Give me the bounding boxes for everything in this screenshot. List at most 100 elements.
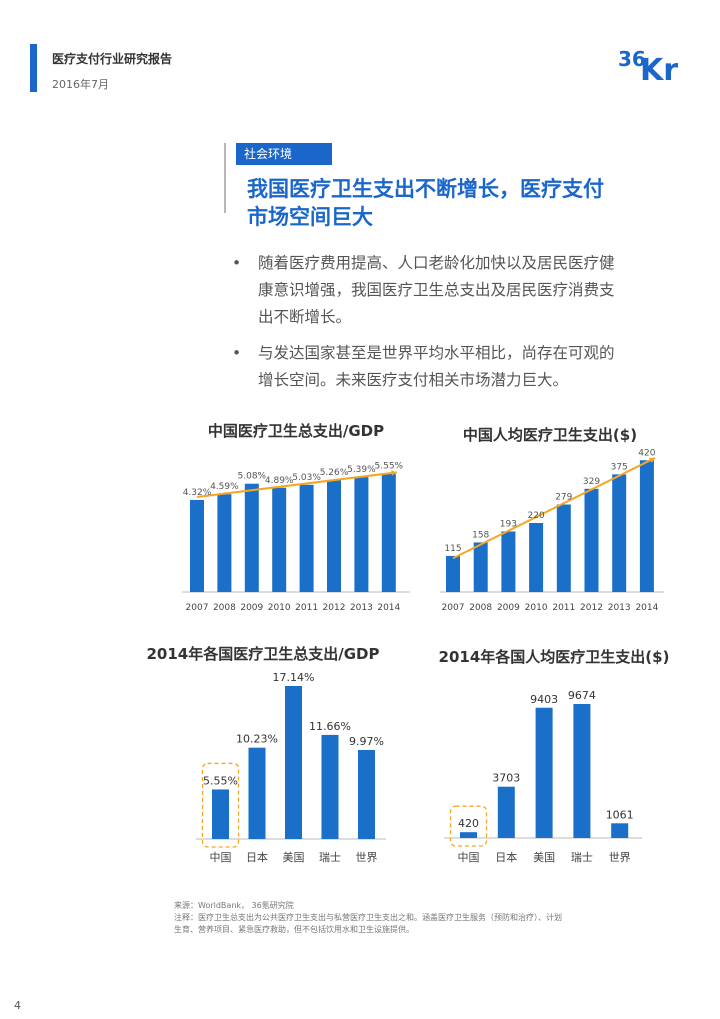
- bar-2012: [327, 479, 341, 592]
- bar-2009: [244, 483, 259, 592]
- note-line-1: 注释：医疗卫生总支出为公共医疗卫生支出与私营医疗卫生支出之和。涵盖医疗卫生服务（…: [174, 913, 562, 922]
- tick-label: 2008: [469, 603, 492, 613]
- data-label: 4.59%: [210, 482, 239, 492]
- bar-2007: [190, 499, 204, 592]
- bullet-line: 与发达国家甚至是世界平均水平相比，尚存在可观的: [258, 344, 615, 362]
- tick-label: 2014: [377, 603, 400, 613]
- data-label: 9674: [568, 689, 596, 702]
- trend-line: [196, 471, 397, 498]
- highlight-box: [449, 805, 488, 847]
- tick-label: 2010: [268, 603, 291, 613]
- data-label: 279: [555, 492, 572, 502]
- data-label: 11.66%: [309, 720, 351, 733]
- data-label: 5.26%: [320, 468, 349, 478]
- logo-text-kr: Kr: [640, 53, 678, 84]
- note-line-2: 生育、营养项目、紧急医疗救助，但不包括饮用水和卫生设施提供。: [174, 925, 414, 934]
- bar-2007: [446, 555, 460, 592]
- bar-美国: [285, 686, 302, 839]
- bullet-item-1: • 随着医疗费用提高、人口老龄化加快以及居民医疗健 康意识增强，我国医疗卫生总支…: [232, 250, 672, 331]
- report-date: 2016年7月: [52, 78, 109, 91]
- section-title-line2: 市场空间巨大: [247, 205, 373, 229]
- data-label: 220: [528, 511, 545, 521]
- data-label: 5.55%: [203, 774, 238, 787]
- bar-2008: [473, 542, 488, 592]
- bullet-item-2: • 与发达国家甚至是世界平均水平相比，尚存在可观的 增长空间。未来医疗支付相关市…: [232, 340, 672, 394]
- chart-title-gdp-trend: 中国医疗卫生总支出/GDP: [207, 422, 385, 440]
- bullet-line: 出不断增长。: [258, 308, 352, 326]
- chart-title-country-gdp: 2014年各国医疗卫生总支出/GDP: [146, 645, 380, 663]
- chart-country-gdp: 5.55% 10.23% 17.14% 11.66% 9.97% 中国 日本 美国 瑞士 世界: [196, 671, 386, 864]
- bullet-line: 随着医疗费用提高、人口老龄化加快以及居民医疗健: [258, 254, 615, 272]
- bar-瑞士: [321, 734, 339, 839]
- tick-label: 2014: [635, 603, 658, 613]
- bar-2013: [354, 477, 369, 592]
- bullet-marker: •: [232, 254, 242, 272]
- bar-日本: [248, 747, 266, 839]
- tick-label: 中国: [210, 851, 232, 864]
- tick-label: 世界: [609, 851, 631, 864]
- data-label: 10.23%: [236, 733, 278, 746]
- data-label: 5.08%: [238, 472, 267, 482]
- bar-美国: [535, 707, 553, 838]
- tick-label: 2009: [497, 603, 520, 613]
- tick-label: 2009: [240, 603, 263, 613]
- tick-label: 2007: [186, 603, 209, 613]
- bar-2014: [639, 460, 654, 592]
- data-label: 420: [458, 817, 479, 830]
- logo-text-36: 36: [618, 47, 646, 71]
- tick-label: 2013: [350, 603, 373, 613]
- data-label: 329: [583, 477, 600, 487]
- tick-label: 美国: [283, 851, 305, 864]
- data-label: 3703: [492, 772, 520, 785]
- data-label: 420: [638, 448, 655, 458]
- tick-label: 2007: [442, 603, 465, 613]
- bullet-line: 增长空间。未来医疗支付相关市场潜力巨大。: [258, 371, 569, 389]
- chart-title-country-per-capita: 2014年各国人均医疗卫生支出($): [438, 648, 670, 666]
- report-title: 医疗支付行业研究报告: [52, 52, 173, 66]
- tick-label: 2011: [295, 603, 318, 613]
- 36kr-logo: 36 Kr: [618, 47, 678, 84]
- section-title-line1: 我国医疗卫生支出不断增长，医疗支付: [247, 177, 604, 201]
- tick-label: 2013: [608, 603, 631, 613]
- chart-country-per-capita: 420 3703 9403 9674 1061 中国 日本 美国 瑞士 世界: [444, 689, 642, 864]
- bar-2009: [501, 531, 516, 592]
- tick-label: 瑞士: [571, 850, 593, 864]
- header-accent-bar: [30, 44, 37, 92]
- tick-label: 2008: [213, 603, 236, 613]
- bar-中国: [212, 789, 229, 839]
- data-label: 5.55%: [375, 462, 404, 472]
- chart-title-per-capita-trend: 中国人均医疗卫生支出($): [462, 426, 638, 444]
- data-label: 5.39%: [347, 465, 376, 475]
- data-label: 4.32%: [183, 488, 212, 498]
- bullet-line: 康意识增强，我国医疗卫生总支出及居民医疗消费支: [258, 281, 615, 299]
- bar-2008: [217, 494, 232, 592]
- source-text: 来源：WorldBank， 36氪研究院: [174, 901, 294, 910]
- data-label: 115: [444, 544, 461, 554]
- tick-label: 中国: [458, 851, 480, 864]
- highlight-box: [201, 762, 240, 848]
- data-label: 193: [500, 519, 517, 529]
- section-divider-line: [224, 143, 226, 213]
- tick-label: 瑞士: [319, 850, 341, 864]
- tick-label: 日本: [495, 850, 517, 864]
- source-note: 来源：WorldBank， 36氪研究院 注释：医疗卫生总支出为公共医疗卫生支出…: [174, 900, 674, 936]
- trend-line: [452, 457, 656, 560]
- section-title: 我国医疗卫生支出不断增长，医疗支付 市场空间巨大: [247, 175, 687, 231]
- bar-2014: [381, 473, 396, 592]
- page-number: 4: [14, 999, 21, 1012]
- section-tag: 社会环境: [236, 143, 332, 165]
- tick-label: 2012: [323, 603, 346, 613]
- data-label: 9.97%: [349, 735, 384, 748]
- bar-2010: [529, 523, 544, 592]
- chart-per-capita-trend: 115 158 193 220 279 329 375 420 2007 2008 2009 2010…: [440, 448, 664, 613]
- data-label: 5.03%: [292, 473, 321, 483]
- bar-中国: [460, 832, 477, 838]
- data-label: 9403: [530, 693, 558, 706]
- data-label: 1061: [606, 808, 634, 821]
- chart-gdp-trend: 4.32%4.59%5.08%4.89%5.03%5.26%5.39%5.55%…: [182, 462, 410, 613]
- bar-日本: [497, 786, 515, 838]
- bar-2010: [272, 487, 287, 592]
- tick-label: 2011: [552, 603, 575, 613]
- trend-arrowhead: [391, 470, 397, 476]
- bar-世界: [611, 823, 629, 838]
